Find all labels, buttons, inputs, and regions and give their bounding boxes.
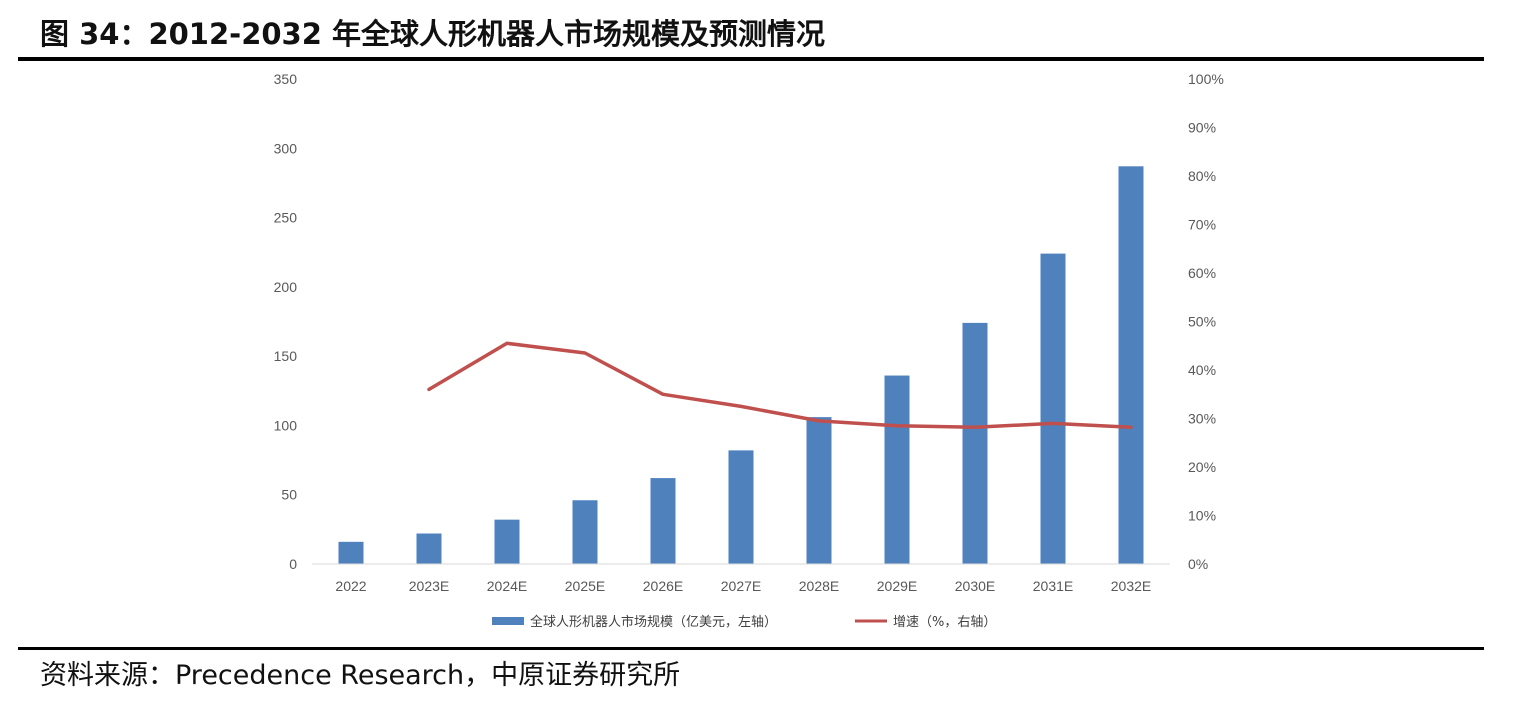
market-size-bar [1118,166,1144,565]
market-size-bar [728,450,754,564]
x-axis-tick-label: 2031E [1033,578,1073,594]
right-axis-tick-label: 20% [1188,459,1216,475]
market-size-bar [806,417,832,564]
right-axis-tick-label: 80% [1188,168,1216,184]
market-size-bar [650,478,676,564]
market-size-bar [1040,253,1066,564]
left-axis-tick-label: 50 [281,487,297,503]
left-axis-tick-label: 150 [274,348,298,364]
right-axis-tick-label: 30% [1188,411,1216,427]
x-axis-tick-label: 2026E [643,578,683,594]
right-axis-tick-label: 100% [1188,71,1224,87]
x-axis-tick-label: 2024E [487,578,527,594]
x-axis-tick-label: 2032E [1111,578,1151,594]
right-axis-tick-label: 0% [1188,556,1208,572]
x-axis-tick-label: 2029E [877,578,917,594]
growth-rate-line [427,341,1133,429]
market-size-bars [338,166,1144,565]
right-axis-tick-label: 10% [1188,508,1216,524]
figure-title: 图 34：2012-2032 年全球人形机器人市场规模及预测情况 [40,17,826,51]
market-size-bar [416,533,442,564]
right-axis-tick-label: 90% [1188,120,1216,136]
right-axis-ticks: 0% 10% 20% 30% 40% 50% 60% 70% 80% 90% 100% [1188,71,1224,572]
market-size-bar [572,500,598,564]
left-axis-tick-label: 250 [274,210,298,226]
left-axis-tick-label: 300 [274,140,298,156]
x-axis-tick-label: 2027E [721,578,761,594]
left-axis-tick-label: 0 [289,556,297,572]
x-axis-ticks: 2022 2023E 2024E 2025E 2026E 2027E 2028E 2029E 2… [335,578,1151,594]
x-axis-tick-label: 2022 [335,578,366,594]
x-axis-tick-label: 2023E [409,578,449,594]
x-axis-tick-label: 2025E [565,578,605,594]
x-axis-tick-label: 2028E [799,578,839,594]
right-axis-tick-label: 50% [1188,314,1216,330]
chart-legend: 全球人形机器人市场规模（亿美元，左轴） 增速（%，右轴） [492,614,996,630]
left-axis-tick-label: 350 [274,71,298,87]
market-size-bar [884,375,910,564]
right-axis-tick-label: 70% [1188,217,1216,233]
right-axis-tick-label: 40% [1188,362,1216,378]
bottom-rule [18,647,1484,650]
left-axis-tick-label: 200 [274,279,298,295]
left-axis-tick-label: 100 [274,417,298,433]
source-note: 资料来源：Precedence Research，中原证券研究所 [40,660,681,691]
market-size-bar [494,519,520,564]
x-axis-tick-label: 2030E [955,578,995,594]
left-axis-ticks: 0 50 100 150 200 250 300 350 [274,71,298,572]
legend-line-label: 增速（%，右轴） [893,615,996,630]
growth-line-layer [427,341,1133,429]
market-size-bar [338,541,364,564]
top-rule [18,57,1484,61]
legend-bar-label: 全球人形机器人市场规模（亿美元，左轴） [530,614,777,630]
right-axis-tick-label: 60% [1188,265,1216,281]
legend-bar-swatch [492,617,524,625]
market-size-bar [962,322,988,564]
